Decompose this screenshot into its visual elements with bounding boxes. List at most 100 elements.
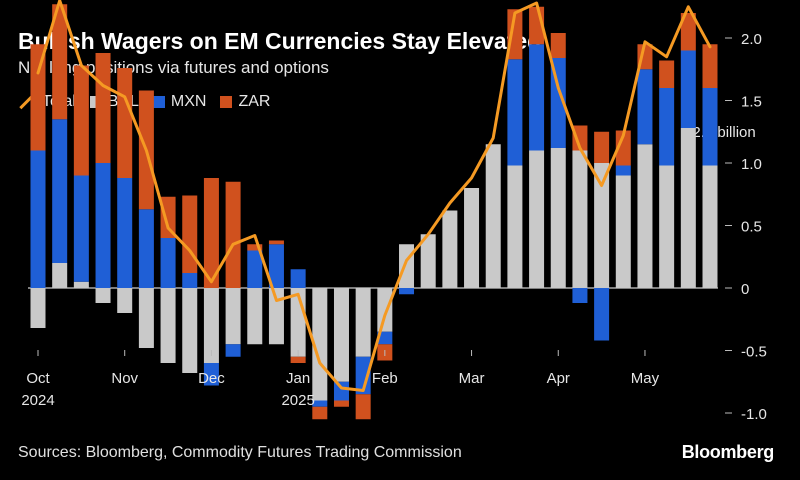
legend-label-zar: ZAR	[238, 93, 271, 110]
bar-mxn	[247, 250, 263, 288]
bar-brl	[203, 288, 219, 363]
y-tick-label: -1.0	[741, 406, 767, 423]
bar-mxn	[680, 50, 696, 128]
bar-zar	[594, 131, 610, 163]
bar-brl	[637, 144, 653, 288]
bar-brl	[702, 165, 718, 288]
bar-mxn	[594, 288, 610, 341]
bar-brl	[225, 288, 241, 345]
bar-zar	[30, 44, 46, 151]
bar-zar	[550, 33, 566, 58]
bar-mxn	[702, 88, 718, 166]
bar-brl	[615, 175, 631, 288]
bar-brl	[138, 288, 154, 348]
bar-zar	[507, 9, 523, 60]
bar-mxn	[182, 273, 198, 288]
bar-mxn	[290, 269, 306, 288]
bar-zar	[615, 130, 631, 166]
bar-brl	[160, 288, 176, 363]
bar-mxn	[637, 69, 653, 145]
bar-zar	[333, 400, 349, 407]
bar-zar	[160, 196, 176, 238]
bar-mxn	[615, 165, 631, 176]
legend: Total BRL MXN ZAR	[18, 92, 284, 112]
y-tick-label: 2.0	[741, 31, 762, 48]
bar-brl	[572, 150, 588, 288]
mxn-swatch	[152, 96, 165, 108]
total-line	[36, 0, 712, 392]
bar-brl	[268, 288, 284, 345]
bar-brl	[680, 128, 696, 288]
bar-mxn	[399, 288, 415, 295]
chart-title: Bullish Wagers on EM Currencies Stay Ele…	[18, 28, 542, 54]
bar-brl	[333, 288, 349, 382]
bar-mxn	[659, 88, 675, 166]
bar-brl	[117, 288, 133, 313]
bar-zar	[572, 125, 588, 151]
bar-brl	[312, 288, 328, 401]
bar-zar	[268, 240, 284, 245]
bar-mxn	[507, 59, 523, 166]
bar-zar	[95, 53, 111, 163]
bar-zar	[247, 244, 263, 251]
bar-mxn	[550, 58, 566, 148]
bar-brl	[550, 148, 566, 288]
legend-label-mxn: MXN	[170, 93, 207, 110]
bar-zar	[182, 195, 198, 273]
bar-zar	[225, 181, 241, 288]
bar-brl	[377, 288, 393, 332]
bar-mxn	[30, 150, 46, 288]
bar-mxn	[312, 400, 328, 407]
bar-brl	[52, 263, 68, 288]
bar-brl	[485, 144, 501, 288]
x-tick-label: Apr	[547, 370, 570, 387]
bar-zar	[659, 60, 675, 88]
bar-mxn	[333, 381, 349, 401]
bar-brl	[420, 234, 436, 288]
bar-zar	[203, 178, 219, 288]
bar-zar	[73, 65, 89, 176]
bar-brl	[182, 288, 198, 373]
bar-mxn	[355, 356, 371, 395]
bar-brl	[95, 288, 111, 303]
bar-zar	[680, 13, 696, 51]
bar-zar	[117, 68, 133, 178]
bar-mxn	[225, 344, 241, 357]
bar-mxn	[203, 363, 219, 386]
y-tick-label: 0.5	[741, 219, 762, 236]
x-tick-label: Jan	[286, 370, 310, 387]
bar-brl	[73, 281, 89, 288]
y-tick-label: 1.0	[741, 156, 762, 173]
bar-brl	[529, 150, 545, 288]
bar-zar	[290, 356, 306, 363]
y-unit-label: $2.5 billion	[684, 124, 756, 141]
y-tick-label: -0.5	[741, 344, 767, 361]
bloomberg-logo: Bloomberg	[681, 442, 775, 462]
bar-mxn	[73, 175, 89, 282]
x-tick-label: Dec	[198, 370, 225, 387]
bar-zar	[355, 394, 371, 420]
x-tick-label: Feb	[372, 370, 398, 387]
legend-item-zar: ZAR	[220, 93, 270, 111]
legend-item-mxn: MXN	[152, 93, 207, 111]
bar-brl	[30, 288, 46, 328]
x-tick-label: Nov	[111, 370, 138, 387]
bar-brl	[442, 210, 458, 288]
bar-brl	[355, 288, 371, 357]
bar-zar	[52, 4, 68, 120]
bar-brl	[594, 163, 610, 288]
bar-zar	[702, 44, 718, 88]
bar-zar	[312, 406, 328, 420]
bar-mxn	[160, 238, 176, 288]
x-tick-year: 2025	[281, 392, 314, 409]
y-tick-label: 1.5	[741, 94, 762, 111]
bar-brl	[507, 165, 523, 288]
source-note: Sources: Bloomberg, Commodity Futures Tr…	[18, 444, 462, 461]
bar-brl	[399, 244, 415, 288]
bar-mxn	[117, 178, 133, 288]
bar-mxn	[529, 44, 545, 151]
bar-mxn	[52, 119, 68, 263]
x-tick-label: Oct	[26, 370, 50, 387]
bar-mxn	[138, 209, 154, 288]
